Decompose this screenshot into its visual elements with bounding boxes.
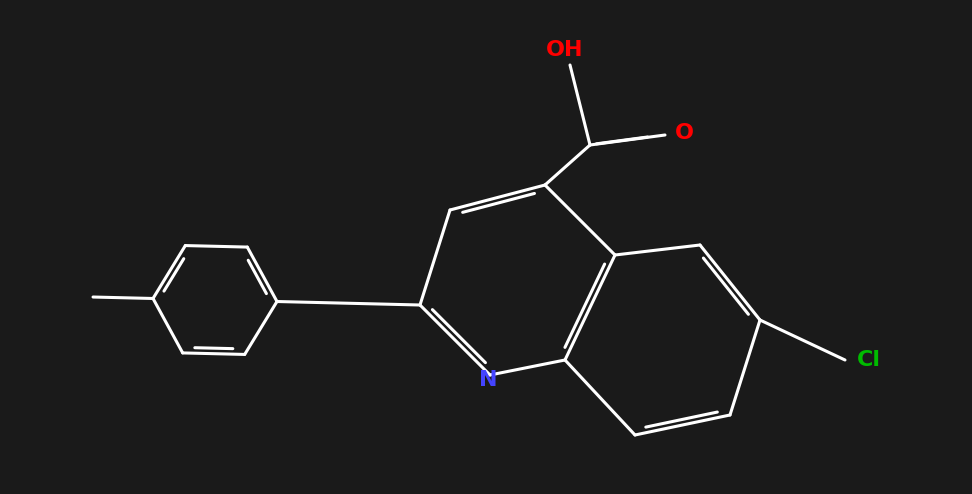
Text: O: O <box>675 123 694 143</box>
Text: Cl: Cl <box>857 350 881 370</box>
Text: N: N <box>479 370 498 390</box>
Text: OH: OH <box>546 40 584 60</box>
